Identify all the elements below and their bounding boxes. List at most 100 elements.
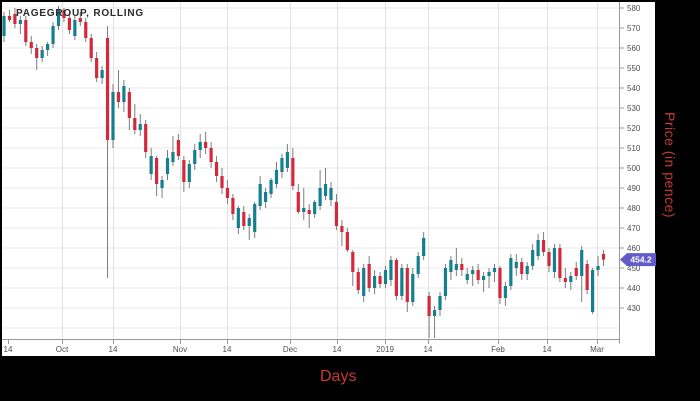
y-tick-label: 520 <box>627 124 641 133</box>
candle-body-down <box>585 264 589 290</box>
candle <box>432 306 437 338</box>
candle <box>482 272 486 292</box>
candle <box>291 148 295 190</box>
candle-body-down <box>340 226 344 232</box>
chart-title: PAGEGROUP, ROLLING <box>16 8 144 19</box>
candle <box>29 36 33 54</box>
candle-body-down <box>394 260 398 296</box>
candle-body-down <box>7 16 12 20</box>
candle-body-up <box>432 310 437 316</box>
candle-body-up <box>373 276 377 288</box>
candle-body-down <box>105 38 110 140</box>
candle-body-up <box>302 208 306 212</box>
x-tick-label: 14 <box>543 345 552 354</box>
candle <box>580 246 584 302</box>
candle <box>165 150 170 180</box>
candle <box>569 272 573 290</box>
candle <box>105 26 110 278</box>
y-tick-label: 470 <box>627 224 641 233</box>
candle <box>78 12 82 26</box>
candle-body-down <box>62 10 66 18</box>
y-axis-ticks: 430 440 450 460 470 480 490 500 510 520 530 540 550 5… <box>619 4 641 313</box>
candle <box>454 248 458 276</box>
candle-body-up <box>160 180 164 188</box>
candle-body-down <box>296 192 300 212</box>
candle <box>323 168 328 200</box>
candle-body-up <box>323 184 328 196</box>
axes <box>2 2 620 344</box>
candle <box>378 272 382 288</box>
y-tick-label: 510 <box>627 144 641 153</box>
x-tick-label: 14 <box>109 345 118 354</box>
candle-body-up <box>362 268 366 296</box>
candle <box>253 202 257 238</box>
y-tick-label: 530 <box>627 104 641 113</box>
y-tick-label: 490 <box>627 184 641 193</box>
candle-body-up <box>514 262 518 268</box>
y-tick-label: 560 <box>627 44 641 53</box>
x-tick-label: 14 <box>333 345 342 354</box>
candles <box>2 6 606 338</box>
candle-body-up <box>400 268 404 296</box>
last-price-badge-shape <box>620 253 656 267</box>
candle-body-down <box>89 38 93 58</box>
candle <box>182 156 186 192</box>
candle-body-up <box>264 192 268 202</box>
candle-body-up <box>318 188 322 206</box>
candle-body-up <box>509 258 513 286</box>
candle <box>460 258 464 276</box>
candle-body-up <box>253 204 257 232</box>
candle <box>122 80 126 112</box>
candle <box>367 256 371 292</box>
candle <box>187 160 191 188</box>
candle-body-up <box>171 152 175 162</box>
candle-body-up <box>443 268 448 296</box>
candle <box>247 214 251 240</box>
candle <box>476 264 480 284</box>
candle-body-down <box>547 252 551 266</box>
x-tick-label: Feb <box>491 345 505 354</box>
candle-body-down <box>155 158 159 184</box>
candle <box>231 194 235 220</box>
candle <box>345 228 349 252</box>
candle <box>351 250 355 286</box>
candle-body-up <box>465 274 469 280</box>
candle-body-down <box>345 232 349 250</box>
candle <box>340 220 344 246</box>
candle <box>220 168 224 194</box>
candle <box>242 206 246 230</box>
candle-body-up <box>149 156 153 174</box>
candle <box>280 154 284 178</box>
candle-body-down <box>204 142 208 148</box>
candle-body-up <box>236 208 240 228</box>
candle <box>383 266 388 288</box>
candle-body-down <box>563 278 567 282</box>
candle-body-up <box>531 250 535 266</box>
last-price-badge-value: 454.2 <box>630 255 652 265</box>
candle <box>525 262 529 280</box>
chart-panel <box>2 2 655 356</box>
candle <box>13 8 17 28</box>
candle-body-down <box>291 158 295 186</box>
candle <box>416 252 420 278</box>
candle-body-up <box>73 20 77 36</box>
y-tick-label: 460 <box>627 244 641 253</box>
candle-body-down <box>225 188 230 198</box>
candle-body-down <box>367 264 371 288</box>
last-price-badge: 454.2 <box>620 253 656 267</box>
candle-body-up <box>56 10 61 26</box>
candle <box>449 256 453 280</box>
candle-body-up <box>193 150 197 164</box>
candle <box>503 282 507 306</box>
candle-body-up <box>329 188 333 200</box>
candle-body-up <box>416 256 420 274</box>
candle <box>24 16 28 46</box>
candle-body-down <box>520 262 524 274</box>
y-tick-label: 440 <box>627 284 641 293</box>
candle-body-up <box>487 272 491 276</box>
candle-body-up <box>280 158 284 172</box>
candle <box>193 144 197 170</box>
candle-body-up <box>269 180 273 194</box>
candle <box>7 10 12 22</box>
